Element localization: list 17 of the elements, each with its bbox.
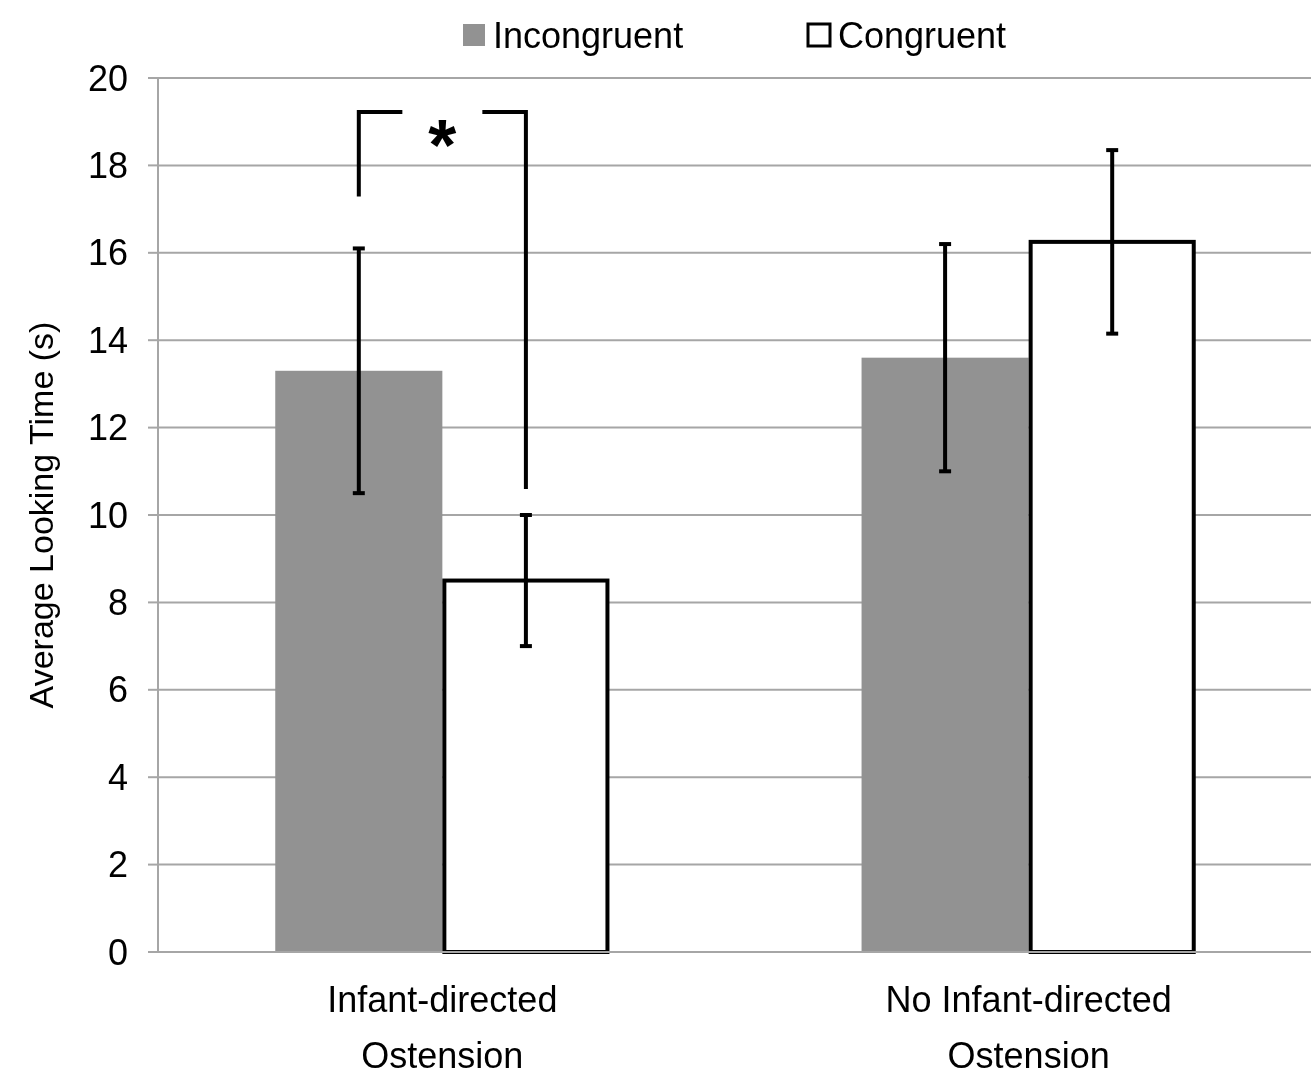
legend-label: Congruent <box>838 14 1007 56</box>
y-tick-label: 10 <box>87 494 128 536</box>
legend-label: Incongruent <box>493 14 684 56</box>
y-tick-label: 2 <box>107 844 128 886</box>
x-tick-label: Infant-directed Ostension <box>327 979 558 1072</box>
y-tick-label: 0 <box>107 931 128 973</box>
y-tick-label: 8 <box>107 582 128 623</box>
y-tick-label: 18 <box>87 145 128 186</box>
y-axis-title: Average Looking Time (s) <box>22 321 60 709</box>
x-tick-label: No Infant-directed Ostension <box>885 979 1172 1072</box>
y-tick-label: 16 <box>87 232 128 274</box>
y-tick-label: 12 <box>87 407 128 449</box>
y-tick-label: 4 <box>107 756 128 798</box>
y-tick-label: 6 <box>107 669 128 711</box>
annotation: * <box>428 105 457 185</box>
y-tick-label: 20 <box>87 57 128 99</box>
y-tick-label: 14 <box>87 319 128 361</box>
